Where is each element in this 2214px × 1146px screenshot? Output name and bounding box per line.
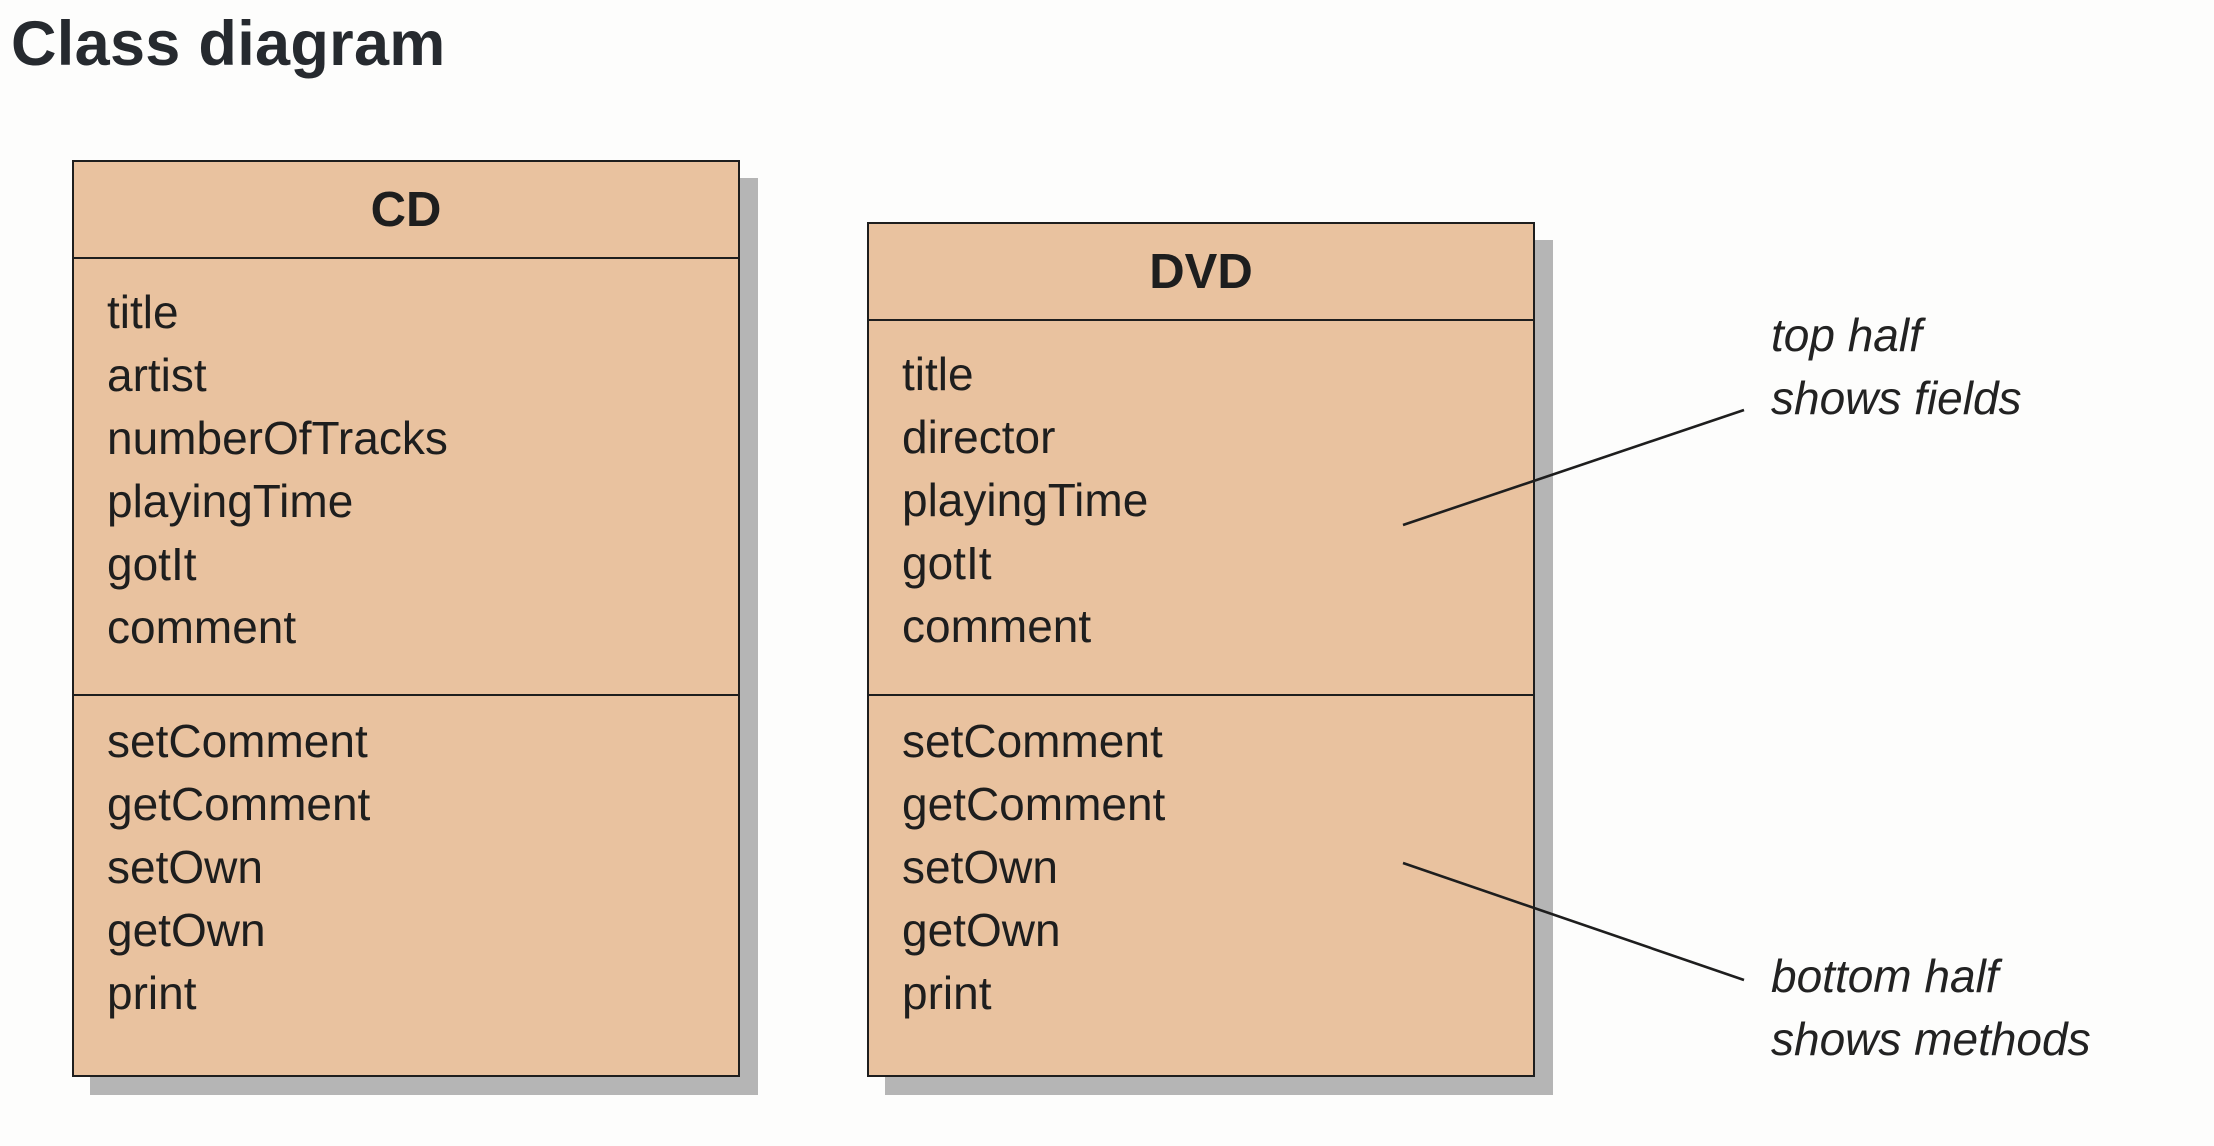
fields-compartment-dvd: title director playingTime gotIt comment (869, 321, 1533, 696)
field-item: director (902, 411, 1056, 463)
methods-annotation-line2: shows methods (1771, 1013, 2091, 1065)
method-item: setComment (902, 715, 1163, 767)
method-item: setComment (107, 715, 368, 767)
methods-compartment-dvd: setComment getComment setOwn getOwn prin… (869, 696, 1533, 1025)
method-item: getComment (107, 778, 371, 830)
class-box-cd: CD title artist numberOfTracks playingTi… (72, 160, 740, 1077)
fields-annotation-line2: shows fields (1771, 372, 2022, 424)
method-item: setOwn (107, 841, 263, 893)
methods-annotation: bottom half shows methods (1771, 945, 2091, 1071)
field-item: comment (902, 600, 1092, 652)
method-item: getOwn (107, 904, 266, 956)
class-box-dvd: DVD title director playingTime gotIt com… (867, 222, 1535, 1077)
field-item: title (107, 286, 179, 338)
field-item: gotIt (902, 537, 992, 589)
class-name-cd: CD (74, 162, 738, 259)
page-title: Class diagram (11, 9, 446, 79)
fields-compartment-cd: title artist numberOfTracks playingTime … (74, 259, 738, 696)
field-item: artist (107, 349, 207, 401)
field-item: title (902, 348, 974, 400)
fields-annotation-line1: top half (1771, 309, 1922, 361)
class-name-dvd: DVD (869, 224, 1533, 321)
field-item: comment (107, 601, 297, 653)
method-item: print (107, 967, 197, 1019)
method-item: getOwn (902, 904, 1061, 956)
field-item: numberOfTracks (107, 412, 448, 464)
methods-annotation-line1: bottom half (1771, 950, 1999, 1002)
field-item: playingTime (107, 475, 354, 527)
field-item: playingTime (902, 474, 1149, 526)
method-item: print (902, 967, 992, 1019)
method-item: getComment (902, 778, 1166, 830)
methods-compartment-cd: setComment getComment setOwn getOwn prin… (74, 696, 738, 1025)
fields-annotation: top half shows fields (1771, 304, 2022, 430)
method-item: setOwn (902, 841, 1058, 893)
field-item: gotIt (107, 538, 197, 590)
